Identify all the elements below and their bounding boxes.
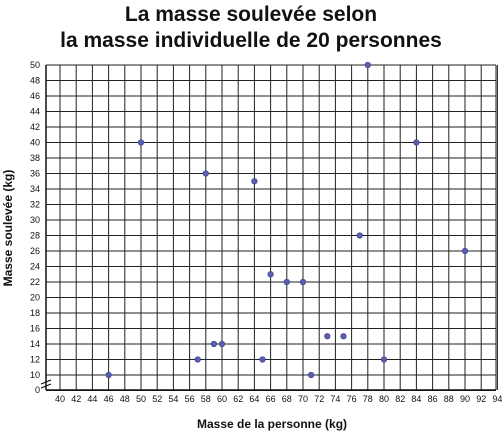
data-point bbox=[340, 333, 347, 340]
x-tick-label: 52 bbox=[152, 394, 162, 404]
chart-title-line-1: La masse soulevée selon bbox=[124, 3, 378, 26]
x-tick-label: 56 bbox=[185, 394, 195, 404]
data-point bbox=[299, 278, 307, 286]
y-tick-label: 18 bbox=[30, 308, 40, 318]
data-point bbox=[308, 371, 315, 379]
x-tick-label: 94 bbox=[492, 394, 502, 404]
x-tick-label: 68 bbox=[282, 394, 292, 404]
x-tick-label: 76 bbox=[347, 394, 357, 404]
data-point bbox=[283, 278, 290, 286]
data-point bbox=[137, 139, 145, 146]
axis-break-mark bbox=[40, 379, 52, 385]
y-tick-label: 12 bbox=[30, 355, 40, 365]
data-points bbox=[105, 61, 469, 379]
data-point bbox=[259, 356, 266, 363]
y-tick-label: 14 bbox=[30, 339, 40, 349]
x-tick-label: 64 bbox=[249, 394, 259, 404]
x-tick-label: 46 bbox=[104, 394, 114, 404]
x-tick-label: 90 bbox=[460, 394, 470, 404]
y-tick-label: 26 bbox=[30, 246, 40, 256]
x-tick-label: 74 bbox=[330, 394, 340, 404]
axis-break-mark bbox=[40, 383, 52, 389]
x-tick-label: 62 bbox=[233, 394, 243, 404]
x-tick-label: 66 bbox=[266, 394, 276, 404]
chart-title-line-2: la masse individuelle de 20 personnes bbox=[60, 29, 442, 52]
y-tick-label: 30 bbox=[30, 215, 40, 225]
x-tick-label: 92 bbox=[476, 394, 486, 404]
y-tick-label: 42 bbox=[30, 122, 40, 132]
data-point bbox=[267, 271, 274, 278]
y-tick-label: 20 bbox=[30, 293, 40, 303]
data-point bbox=[194, 356, 201, 363]
x-tick-label: 72 bbox=[314, 394, 324, 404]
chart-title: La masse soulevée selon la masse individ… bbox=[0, 2, 502, 54]
x-tick-label: 80 bbox=[379, 394, 389, 404]
y-tick-labels: 0 10 12 14 16 18 20 22 24 26 28 30 32 34 36 38 40 42 44 46 4… bbox=[30, 60, 40, 395]
y-tick-label: 16 bbox=[30, 324, 40, 334]
y-tick-label: 0 bbox=[35, 385, 40, 395]
y-tick-label: 24 bbox=[30, 262, 40, 272]
x-axis-label: Masse de la personne (kg) bbox=[197, 417, 347, 431]
x-tick-label: 88 bbox=[444, 394, 454, 404]
x-tick-label: 84 bbox=[411, 394, 421, 404]
data-point bbox=[364, 61, 371, 69]
data-point bbox=[324, 333, 331, 340]
data-point bbox=[356, 232, 363, 239]
y-tick-label: 38 bbox=[30, 153, 40, 163]
x-tick-label: 40 bbox=[55, 394, 65, 404]
y-axis-label: Masse soulevée (kg) bbox=[1, 170, 15, 287]
y-tick-label: 10 bbox=[30, 370, 40, 380]
x-tick-label: 60 bbox=[217, 394, 227, 404]
x-tick-label: 44 bbox=[87, 394, 97, 404]
x-tick-label: 78 bbox=[363, 394, 373, 404]
data-point bbox=[251, 178, 258, 185]
y-tick-label: 34 bbox=[30, 184, 40, 194]
y-tick-label: 22 bbox=[30, 277, 40, 287]
data-point bbox=[218, 340, 226, 348]
y-tick-label: 48 bbox=[30, 76, 40, 86]
y-tick-label: 40 bbox=[30, 138, 40, 148]
x-tick-label: 42 bbox=[71, 394, 81, 404]
grid-lines bbox=[45, 64, 498, 391]
x-tick-label: 58 bbox=[201, 394, 211, 404]
data-point bbox=[413, 139, 420, 146]
x-tick-label: 54 bbox=[168, 394, 178, 404]
data-point bbox=[461, 247, 469, 255]
x-tick-labels: 40 42 44 46 48 50 52 54 56 58 60 62 64 66 68 70 72 74 76 78… bbox=[55, 394, 502, 404]
axes bbox=[40, 65, 496, 391]
y-tick-label: 28 bbox=[30, 231, 40, 241]
x-tick-label: 50 bbox=[136, 394, 146, 404]
y-tick-label: 44 bbox=[30, 107, 40, 117]
y-tick-label: 36 bbox=[30, 169, 40, 179]
y-tick-label: 32 bbox=[30, 200, 40, 210]
x-tick-label: 70 bbox=[298, 394, 308, 404]
data-point bbox=[380, 356, 388, 363]
data-point bbox=[202, 170, 209, 177]
data-point bbox=[105, 371, 112, 379]
y-tick-label: 46 bbox=[30, 91, 40, 101]
x-tick-label: 48 bbox=[120, 394, 130, 404]
y-tick-label: 50 bbox=[30, 60, 40, 70]
x-tick-label: 82 bbox=[395, 394, 405, 404]
data-point bbox=[210, 340, 217, 348]
x-tick-label: 86 bbox=[428, 394, 438, 404]
